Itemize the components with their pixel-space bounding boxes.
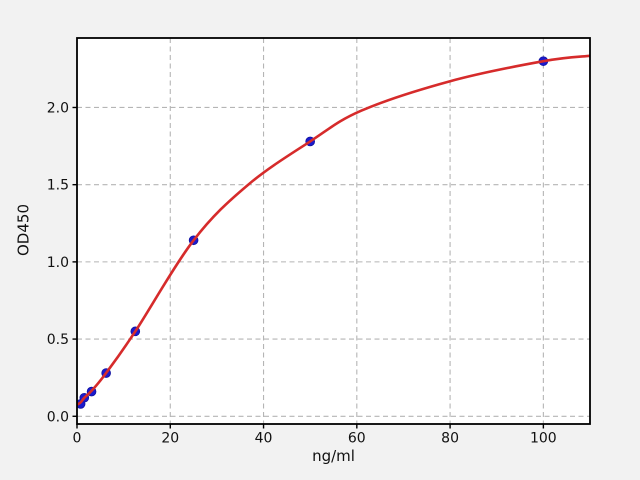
y-tick-label: 1.5	[47, 178, 69, 194]
y-tick-label: 0.0	[47, 409, 69, 425]
y-axis-label: OD450	[14, 204, 33, 256]
fit-curve	[77, 54, 590, 406]
x-axis-label: ng/ml	[312, 447, 355, 465]
data-layer	[77, 54, 590, 409]
x-tick-label: 60	[348, 431, 366, 447]
plot-area	[77, 38, 590, 424]
x-tick-label: 80	[441, 431, 459, 447]
x-tick-label: 0	[73, 431, 82, 447]
x-tick-label: 100	[530, 431, 557, 447]
axes-spines	[76, 37, 591, 425]
y-tick-label: 1.0	[47, 255, 69, 271]
y-tick-label: 0.5	[47, 332, 69, 348]
y-tick-label: 2.0	[47, 100, 69, 116]
x-tick-label: 20	[161, 431, 179, 447]
x-tick-label: 40	[255, 431, 273, 447]
